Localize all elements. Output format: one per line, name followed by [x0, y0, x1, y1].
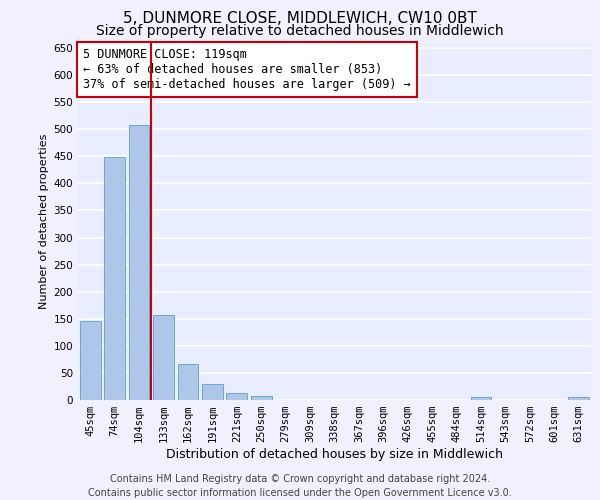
Text: Contains HM Land Registry data © Crown copyright and database right 2024.
Contai: Contains HM Land Registry data © Crown c…: [88, 474, 512, 498]
Y-axis label: Number of detached properties: Number of detached properties: [39, 134, 49, 309]
Text: Size of property relative to detached houses in Middlewich: Size of property relative to detached ho…: [96, 24, 504, 38]
Bar: [153, 315, 174, 400]
Bar: [568, 398, 589, 400]
Bar: [178, 364, 199, 400]
Bar: [80, 322, 101, 400]
Bar: [202, 384, 223, 400]
Bar: [104, 158, 125, 400]
Bar: [251, 396, 272, 400]
Text: 5 DUNMORE CLOSE: 119sqm
← 63% of detached houses are smaller (853)
37% of semi-d: 5 DUNMORE CLOSE: 119sqm ← 63% of detache…: [83, 48, 411, 91]
Bar: [470, 398, 491, 400]
Text: 5, DUNMORE CLOSE, MIDDLEWICH, CW10 0BT: 5, DUNMORE CLOSE, MIDDLEWICH, CW10 0BT: [123, 11, 477, 26]
Bar: [226, 393, 247, 400]
X-axis label: Distribution of detached houses by size in Middlewich: Distribution of detached houses by size …: [166, 448, 503, 461]
Bar: [128, 126, 149, 400]
